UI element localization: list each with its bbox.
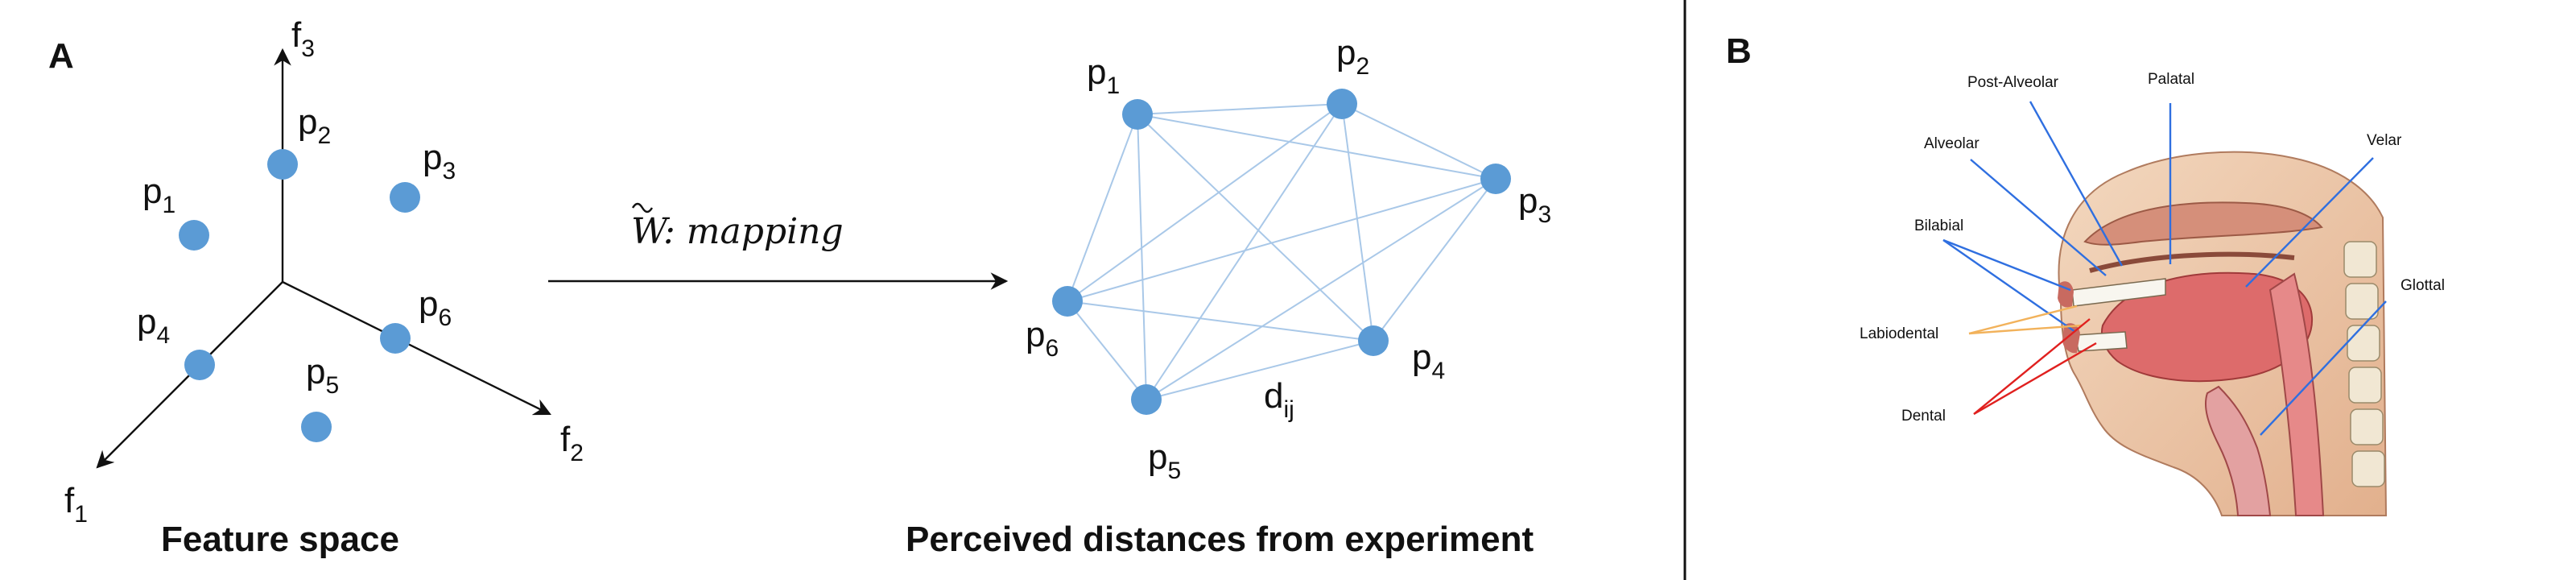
edge-p1-p4 xyxy=(1137,114,1374,342)
tilde-mark xyxy=(631,202,654,213)
feature-space-points xyxy=(179,149,420,442)
feature-point-p5 xyxy=(301,412,332,442)
edge-p3-p5 xyxy=(1146,178,1496,400)
axis-f2 xyxy=(282,280,551,416)
network-label-p4: p4 xyxy=(1412,338,1445,384)
edge-p1-p2 xyxy=(1137,103,1343,115)
panel-b-label: B xyxy=(1726,31,1752,71)
pointer-labiodental-lower xyxy=(1968,324,2083,335)
pointer-bilabial-upper xyxy=(1942,238,2071,292)
pointer-alveolar xyxy=(1970,159,2107,276)
pointer-dental-lower xyxy=(1973,342,2097,416)
distance-network-edges xyxy=(1067,103,1496,400)
feature-label-p4: p4 xyxy=(137,302,170,349)
edge-p1-p3 xyxy=(1137,114,1496,180)
distance-label-dij: dij xyxy=(1264,376,1294,423)
axis-label-f2: f2 xyxy=(560,420,584,466)
feature-space-axes xyxy=(96,48,551,469)
feature-point-p2 xyxy=(267,149,298,180)
network-node-p4 xyxy=(1358,325,1389,356)
label-dental: Dental xyxy=(1901,408,1946,425)
pointer-post-alveolar xyxy=(2029,101,2124,267)
perceived-caption: Perceived distances from experiment xyxy=(906,520,1534,559)
label-bilabial: Bilabial xyxy=(1914,218,1963,234)
edge-p5-p6 xyxy=(1067,300,1147,400)
label-glottal: Glottal xyxy=(2401,277,2445,294)
network-node-p2 xyxy=(1327,89,1357,119)
label-post-alveolar: Post-Alveolar xyxy=(1967,74,2059,91)
label-labiodental: Labiodental xyxy=(1860,325,1938,342)
feature-point-p3 xyxy=(390,182,420,213)
articulation-pointers xyxy=(1942,101,2387,436)
pointer-glottal xyxy=(2260,300,2387,436)
feature-label-p5: p5 xyxy=(306,352,339,399)
edge-p2-p5 xyxy=(1146,103,1343,400)
feature-point-p6 xyxy=(380,323,411,354)
label-velar: Velar xyxy=(2367,132,2402,149)
edge-p3-p6 xyxy=(1067,178,1496,302)
pointer-bilabial-lower xyxy=(1942,239,2076,333)
network-label-p5: p5 xyxy=(1148,437,1181,484)
mapping-symbol: W xyxy=(631,211,671,252)
edge-p1-p6 xyxy=(1067,114,1138,302)
edge-p2-p4 xyxy=(1341,103,1374,342)
edge-p1-p5 xyxy=(1137,114,1147,400)
network-label-p6: p6 xyxy=(1026,315,1059,362)
network-node-p5 xyxy=(1131,384,1162,415)
network-node-p1 xyxy=(1122,99,1153,130)
edge-p2-p6 xyxy=(1067,103,1343,302)
feature-label-p3: p3 xyxy=(423,138,456,184)
network-label-p1: p1 xyxy=(1087,52,1120,99)
feature-label-p6: p6 xyxy=(419,284,452,331)
mapping-text: : mapping xyxy=(663,211,844,252)
feature-point-p1 xyxy=(179,220,209,251)
edge-p2-p3 xyxy=(1341,103,1496,180)
pointer-labiodental-upper xyxy=(1968,304,2078,335)
network-node-p3 xyxy=(1480,164,1511,194)
label-alveolar: Alveolar xyxy=(1924,135,1979,152)
distance-network-nodes xyxy=(1052,89,1511,415)
feature-space-caption: Feature space xyxy=(161,520,399,559)
panel-a-label: A xyxy=(48,36,74,76)
edge-p4-p6 xyxy=(1067,300,1374,342)
feature-point-p4 xyxy=(184,350,215,380)
pointer-velar xyxy=(2245,157,2374,288)
feature-label-p1: p1 xyxy=(142,172,175,218)
mapping-label: W : mapping xyxy=(631,202,844,252)
axis-label-f1: f1 xyxy=(64,481,88,528)
label-palatal: Palatal xyxy=(2148,71,2194,88)
network-label-p2: p2 xyxy=(1336,33,1369,80)
network-node-p6 xyxy=(1052,286,1083,317)
vocal-tract-illustration xyxy=(2058,151,2388,516)
axis-label-f3: f3 xyxy=(291,15,315,62)
feature-label-p2: p2 xyxy=(298,102,331,149)
network-label-p3: p3 xyxy=(1518,181,1551,228)
pointer-dental-upper xyxy=(1973,318,2091,415)
edge-p4-p5 xyxy=(1146,340,1374,400)
edge-p3-p4 xyxy=(1373,178,1496,342)
